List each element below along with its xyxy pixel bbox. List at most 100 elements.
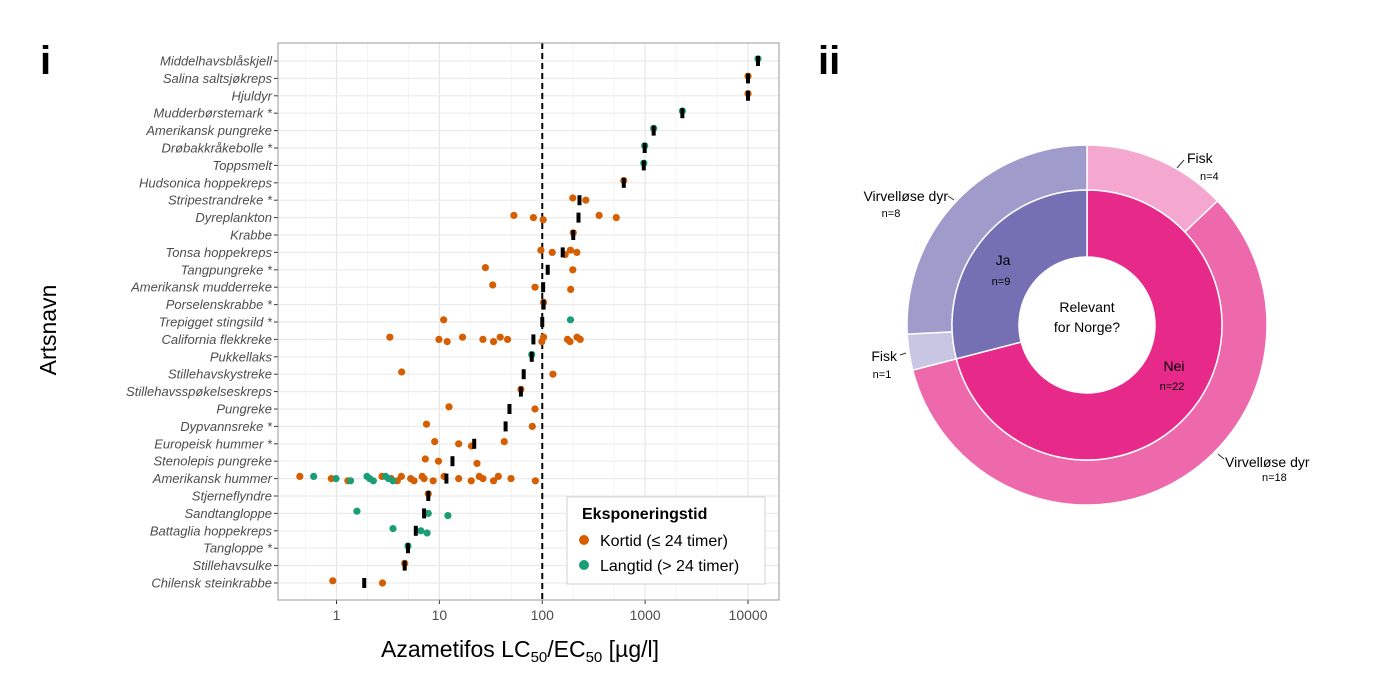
species-label: Amerikansk hummer [152,471,273,486]
point-kortid [500,438,508,446]
point-langtid [310,472,318,480]
point-kortid [455,475,463,483]
point-kortid [489,477,498,485]
point-kortid [566,246,575,254]
point-kortid [398,368,406,376]
species-label: Mudderbørstemark * [154,106,273,121]
point-kortid [569,266,577,274]
x-tick-label: 10 [432,607,448,623]
point-kortid [429,477,437,485]
donut-chart [906,144,1268,506]
point-kortid [567,285,575,293]
point-kortid [296,472,304,480]
point-langtid [353,507,361,515]
donut-labels: Relevant for Norge? Ja n=9 Nei n=22 Fisk… [863,150,1309,484]
legend-title: Eksponeringstid [582,506,707,523]
legend-label-langtid: Langtid (> 24 timer) [600,558,739,575]
point-kortid [489,338,498,346]
species-label: Middelhavsblåskjell [160,54,273,69]
species-label: Toppsmelt [213,158,274,173]
point-kortid [420,475,428,483]
species-label: Stillehavsulke [193,558,273,573]
species-label: Stjerneflyndre [192,489,272,504]
point-langtid [566,316,575,324]
point-langtid [424,509,432,517]
point-kortid [397,472,405,480]
legend-marker-langtid [579,560,589,570]
species-label: Stenolepis pungreke [153,454,272,469]
median-marker [746,73,751,84]
x-tick-label: 1000 [630,607,661,623]
species-label: Europeisk hummer * [154,436,273,451]
point-langtid [389,525,397,533]
outer-n-virvellose-nei: n=18 [1262,472,1287,484]
median-marker [560,247,565,258]
point-kortid [528,422,536,430]
median-marker [362,578,367,588]
species-label: Amerikansk mudderreke [130,280,272,295]
point-kortid [443,338,451,346]
median-marker [422,508,427,519]
median-marker [531,334,536,345]
point-kortid [569,194,577,202]
point-kortid [573,248,581,256]
point-kortid [473,459,481,467]
median-marker [450,456,455,467]
point-langtid [444,511,452,520]
point-langtid [389,477,397,485]
species-label: Stillehavsspøkelseskreps [126,384,272,399]
median-marker [444,473,449,484]
species-label: Dypvannsreke * [180,419,273,434]
point-kortid [548,248,556,256]
point-kortid [421,455,429,463]
point-kortid [549,370,557,378]
inner-segment [951,189,1088,360]
point-kortid [566,338,574,346]
median-marker [642,143,647,153]
point-kortid [467,477,475,485]
point-kortid [378,579,387,587]
point-kortid [582,196,590,204]
legend-label-kortid: Kortid (≤ 24 timer) [600,533,728,550]
inner-n-nei: n=22 [1160,381,1185,393]
species-label: Hudsonica hoppekreps [139,175,272,190]
point-langtid [423,529,431,537]
median-marker [641,160,646,171]
x-tick-label: 10000 [729,607,768,623]
median-marker [746,90,751,101]
point-kortid [529,214,537,222]
inner-label-ja: Ja [996,252,1011,268]
outer-n-fisk-ja: n=1 [873,369,892,381]
species-label: Krabbe [230,228,272,243]
outer-n-fisk-nei: n=4 [1200,171,1219,183]
median-marker [755,56,760,66]
point-kortid [510,211,518,219]
dot-plot: 1 10 100 1000 10000 Middelhavsblåskjell Salina… [126,42,780,623]
species-label: Battaglia hoppekreps [150,523,273,538]
point-kortid [539,333,548,341]
inner-label-nei: Nei [1163,358,1184,374]
median-marker [426,491,431,501]
point-kortid [435,335,443,343]
median-marker [413,525,418,536]
center-label-line1: Relevant [1059,299,1114,315]
point-kortid [479,335,487,343]
median-marker [680,108,685,119]
outer-label-virvellose-nei: Virvelløse dyr [1225,454,1310,470]
x-axis-title: Azametifos LC50/EC50 [µg/l] [381,636,659,666]
legend-box [566,496,766,585]
outer-label-virvellose-ja: Virvelløse dyr [863,188,948,204]
median-marker [507,404,512,414]
point-kortid [410,477,418,485]
point-kortid [531,405,539,413]
species-label: Tangloppe * [203,541,273,556]
median-marker [503,421,508,432]
point-kortid [507,475,515,483]
point-kortid [494,472,502,480]
median-marker [402,560,407,571]
x-tick-label: 100 [531,607,555,623]
point-kortid [445,403,453,411]
species-label: Stripestrandreke * [168,193,273,208]
point-kortid [531,477,539,485]
median-marker [518,386,523,397]
